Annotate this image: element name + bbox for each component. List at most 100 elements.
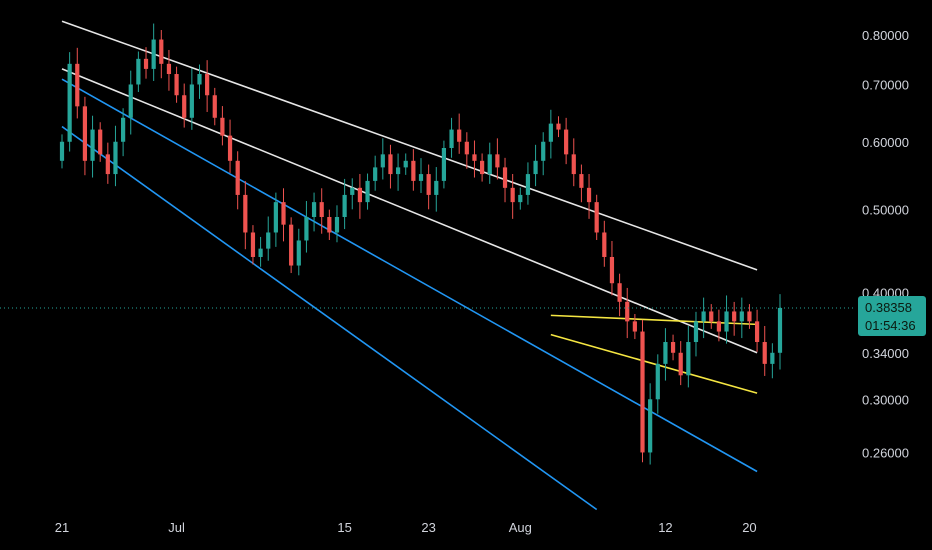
candle <box>502 157 508 203</box>
candle-body <box>709 311 714 322</box>
x-tick-label: 12 <box>658 520 672 535</box>
candle-body <box>472 154 477 161</box>
candle-body <box>678 352 683 376</box>
candle <box>182 83 187 128</box>
candle <box>113 125 118 187</box>
candle-body <box>311 202 317 217</box>
candle <box>388 144 393 189</box>
candle <box>327 209 332 240</box>
candle <box>166 49 172 91</box>
candle <box>739 297 744 339</box>
candle-body <box>136 58 141 85</box>
candle <box>304 201 309 253</box>
candle-body <box>747 311 752 322</box>
candle <box>777 294 783 370</box>
y-tick-label: 0.30000 <box>862 392 909 407</box>
y-tick-label: 0.50000 <box>862 202 909 217</box>
candle-body <box>395 167 401 175</box>
candle <box>250 225 256 265</box>
candle <box>640 319 645 463</box>
candle-body <box>487 154 492 175</box>
candle <box>754 309 760 352</box>
candle-body <box>197 74 202 85</box>
candle-body <box>495 154 500 168</box>
candle-body <box>770 352 775 364</box>
candle <box>418 158 424 193</box>
candle-body <box>732 311 737 322</box>
y-tick-label: 0.60000 <box>862 135 909 150</box>
candle-body <box>663 342 668 364</box>
candle-body <box>113 141 118 175</box>
y-tick-label: 0.34000 <box>862 346 909 361</box>
candle-body <box>357 187 362 203</box>
candle <box>678 341 683 386</box>
candle-body <box>411 160 416 181</box>
candle <box>579 164 584 203</box>
candle <box>449 117 454 158</box>
candle-body <box>502 167 508 188</box>
candle-body <box>434 180 439 195</box>
candle-body <box>189 84 194 118</box>
candle <box>67 52 72 152</box>
candle <box>464 132 469 169</box>
candle <box>334 205 340 243</box>
candle-body <box>762 342 767 364</box>
candle-body <box>220 117 225 136</box>
candle <box>151 23 156 81</box>
candle-body <box>586 187 592 203</box>
candle <box>273 192 278 247</box>
candle-body <box>724 311 729 332</box>
trendline-2 <box>61 78 758 473</box>
trendline-4 <box>550 314 758 326</box>
trendline-layer <box>61 20 758 511</box>
candle-countdown: 01:54:36 <box>865 318 916 333</box>
candle-body <box>205 74 210 96</box>
candle <box>403 153 408 175</box>
candle <box>625 287 630 339</box>
y-tick-label: 0.70000 <box>862 77 909 92</box>
candle-body <box>602 232 607 257</box>
candle-body <box>174 74 179 96</box>
candle <box>686 326 691 388</box>
candle-body <box>243 194 248 233</box>
candle <box>258 236 263 267</box>
candle-body <box>609 256 615 284</box>
last-price-value: 0.38358 <box>865 300 912 315</box>
candle <box>395 153 401 191</box>
candle <box>105 142 110 184</box>
candle <box>716 309 721 342</box>
candle <box>59 134 65 169</box>
candle <box>235 151 240 210</box>
x-tick-label: 15 <box>337 520 351 535</box>
candle-body <box>594 202 599 233</box>
candle-body <box>403 160 408 168</box>
candle <box>472 140 477 178</box>
candle <box>82 96 88 176</box>
candle <box>212 87 217 126</box>
candle <box>441 140 447 189</box>
candle-body <box>98 129 103 155</box>
candle-body <box>655 363 660 400</box>
candle-body <box>182 95 187 118</box>
candle-body <box>571 154 576 175</box>
candle <box>281 188 286 242</box>
candle <box>205 60 210 112</box>
candle <box>732 301 737 336</box>
candle-body <box>82 106 88 161</box>
candle-body <box>632 321 637 332</box>
candle-body <box>128 84 133 118</box>
candle-body <box>334 216 340 233</box>
candle-body <box>701 311 706 322</box>
candle-body <box>777 307 783 353</box>
candle <box>159 30 164 79</box>
candle <box>357 173 362 219</box>
candle <box>762 326 767 376</box>
candle <box>227 119 233 173</box>
y-axis: 0.800000.700000.600000.500000.400000.340… <box>862 28 909 461</box>
candle-body <box>350 187 355 195</box>
candle <box>533 144 538 187</box>
candle <box>289 217 294 274</box>
candle <box>98 122 103 162</box>
candle <box>136 51 141 92</box>
